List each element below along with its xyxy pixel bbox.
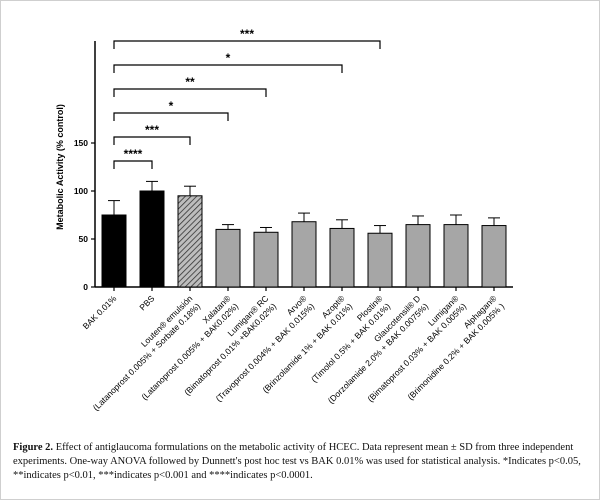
y-axis-label: Metabolic Activity (% control) [55,104,65,230]
bar [177,195,203,288]
caption: Figure 2. Effect of antiglaucoma formula… [13,441,589,483]
bar [139,190,165,288]
x-tick-label: PBS [137,293,156,312]
error-bar [336,219,348,229]
error-bar [260,226,272,233]
y-tick-label: 0 [83,282,88,292]
significance-label: *** [240,27,254,41]
error-bar [298,212,310,222]
significance-bracket [113,112,229,121]
significance-label: *** [145,123,159,137]
bar [329,227,355,288]
error-bar [374,225,386,234]
error-bar [450,214,462,225]
caption-text: Effect of antiglaucoma formulations on t… [13,442,581,481]
significance-bracket [113,160,153,169]
y-tick-label: 150 [74,138,88,148]
significance-bracket [113,64,343,73]
error-bar [108,200,120,215]
bar [291,221,317,288]
significance-label: * [226,51,231,65]
bar [367,232,393,288]
y-tick-label: 100 [74,186,88,196]
significance-bracket [113,88,267,97]
error-bar [222,224,234,230]
bar [405,224,431,288]
error-bar [184,185,196,196]
significance-label: ** [185,75,195,89]
significance-bracket [113,40,381,49]
error-bar [146,180,158,191]
bar [443,224,469,288]
x-tick-label-group: PBS [137,293,156,312]
x-tick-label-group: BAK 0.01% [81,293,119,331]
significance-label: * [169,99,174,113]
figure-label: Figure 2. [13,442,54,453]
bar [215,228,241,288]
chart: Metabolic Activity (% control) 0 50 100 150… [55,27,513,413]
x-tick-label: BAK 0.01% [81,293,119,331]
error-bar [412,215,424,225]
bar [253,231,279,288]
error-bar [488,217,500,226]
significance-bracket [113,136,191,145]
bar [101,214,127,288]
significance-label: **** [124,147,143,161]
y-tick-label: 50 [79,234,89,244]
bar [481,225,507,288]
